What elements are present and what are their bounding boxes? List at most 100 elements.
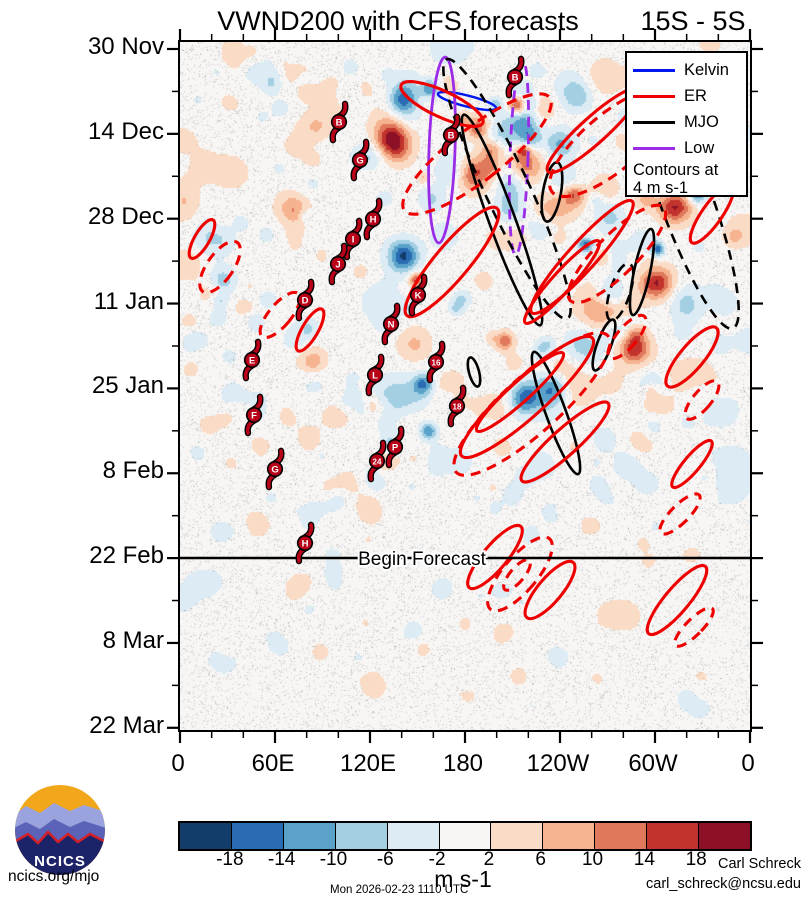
storm-marker: 24	[367, 439, 387, 483]
legend: Kelvin ER MJO Low Contours at 4 m s-1	[625, 51, 748, 197]
storm-marker: J	[328, 242, 348, 286]
colorbar	[178, 821, 752, 851]
begin-forecast-label: Begin Forecast	[358, 549, 487, 570]
er-contour	[683, 379, 721, 421]
er-contour	[645, 563, 709, 637]
er-contour	[673, 606, 715, 648]
mjo-contour	[466, 356, 482, 388]
colorbar-cell	[595, 823, 648, 849]
colorbar-tick-label: 18	[685, 849, 707, 870]
storm-marker: 18	[447, 384, 467, 428]
storm-marker: I	[343, 217, 363, 261]
storm-label: 16	[432, 358, 441, 367]
storm-label: G	[356, 155, 363, 166]
er-contour	[658, 492, 702, 536]
storm-label: H	[370, 214, 377, 225]
x-tick-label: 0	[741, 750, 755, 777]
er-contour	[523, 559, 577, 621]
er-contour	[198, 239, 242, 295]
kelvin-line-icon	[633, 68, 675, 72]
storm-marker: B	[329, 100, 349, 144]
colorbar-tick-label: -14	[267, 849, 296, 870]
contour-overlay: Begin Forecast B G B B H I J D K N E 16 L 18 F P 24 G H	[167, 29, 763, 743]
storm-label: B	[512, 72, 519, 83]
legend-label-kelvin: Kelvin	[684, 60, 729, 79]
legend-label-er: ER	[684, 86, 707, 105]
storm-label: G	[271, 464, 278, 475]
x-tick-label: 0	[171, 750, 185, 777]
begin-forecast: Begin Forecast	[180, 547, 750, 572]
x-tick-label: 120E	[339, 750, 397, 777]
storm-label: E	[249, 355, 255, 366]
storm-label: F	[251, 410, 257, 421]
timestamp: Mon 2026-02-23 1110 UTC	[330, 884, 469, 896]
y-tick-label: 14 Dec	[87, 117, 164, 145]
logo-red-ridge-line	[15, 830, 105, 845]
mjo-contour	[460, 113, 544, 327]
legend-row-kelvin: Kelvin	[633, 57, 746, 83]
storm-marker: B	[441, 113, 461, 157]
storm-marker: B	[505, 55, 525, 99]
colorbar-cell	[180, 823, 232, 849]
storm-marker: 16	[426, 340, 446, 384]
mjo-contour	[628, 227, 656, 317]
colorbar-cell	[647, 823, 700, 849]
er-contour	[519, 400, 611, 484]
storm-marker: N	[381, 302, 401, 346]
colorbar-units-label: m s-1	[434, 866, 492, 892]
contour-note-line1: Contours at	[633, 161, 719, 179]
y-tick-label: 8 Mar	[102, 626, 164, 654]
logo-text: NCICS	[34, 853, 86, 870]
colorbar-tick-label: 2	[483, 849, 495, 870]
colorbar-tick-label: 10	[581, 849, 604, 870]
er-contour	[466, 523, 524, 591]
colorbar-cell	[283, 823, 336, 849]
colorbar-tick-label: -2	[428, 849, 446, 870]
storm-marker: D	[295, 278, 315, 322]
er-contour	[258, 290, 302, 340]
mjo-contour	[605, 262, 635, 322]
er-contour	[670, 438, 714, 490]
er-contour	[474, 350, 566, 434]
er-contour	[187, 218, 217, 260]
colorbar-cell	[543, 823, 596, 849]
y-tick-label: 30 Nov	[87, 33, 164, 60]
colorbar-cell	[491, 823, 544, 849]
er-contour	[486, 535, 554, 613]
storm-label: B	[336, 117, 343, 128]
ncics-logo: NCICS	[15, 785, 105, 875]
storm-label: J	[335, 259, 340, 270]
colorbar-tick-label: 14	[633, 849, 655, 870]
colorbar-cell	[439, 823, 492, 849]
colorbar-tick-label: 6	[535, 849, 546, 870]
er-line-icon	[633, 94, 675, 98]
storm-marker: H	[363, 197, 383, 241]
storm-marker: F	[244, 393, 264, 437]
y-tick-label: 25 Jan	[91, 372, 164, 400]
er-contour	[403, 205, 501, 319]
low-contour	[427, 55, 457, 245]
storm-label: H	[302, 538, 309, 549]
latitude-band-label: 15S - 5S	[640, 6, 746, 36]
low-line-icon	[633, 146, 675, 150]
storm-label: 24	[373, 457, 382, 466]
storm-label: D	[302, 295, 309, 306]
y-tick-label: 22 Mar	[89, 711, 164, 739]
x-tick-label: 120W	[526, 750, 590, 777]
chart-title: VWND200 with CFS forecasts	[217, 6, 579, 36]
wave-contours	[187, 55, 740, 648]
er-contour	[502, 558, 532, 592]
mjo-line-icon	[633, 120, 675, 124]
y-tick-label: 11 Jan	[93, 287, 164, 315]
y-tick-label: 8 Feb	[102, 457, 164, 485]
legend-label-low: Low	[684, 138, 715, 157]
colorbar-tick-label: -10	[319, 849, 348, 870]
er-contour	[664, 325, 720, 389]
x-tick-label: 180	[442, 750, 484, 777]
legend-label-mjo: MJO	[684, 112, 719, 131]
x-tick-label: 60W	[628, 750, 678, 777]
er-contour	[606, 313, 648, 361]
storm-marker: G	[350, 138, 370, 182]
author-name: Carl Schreck	[718, 856, 801, 872]
